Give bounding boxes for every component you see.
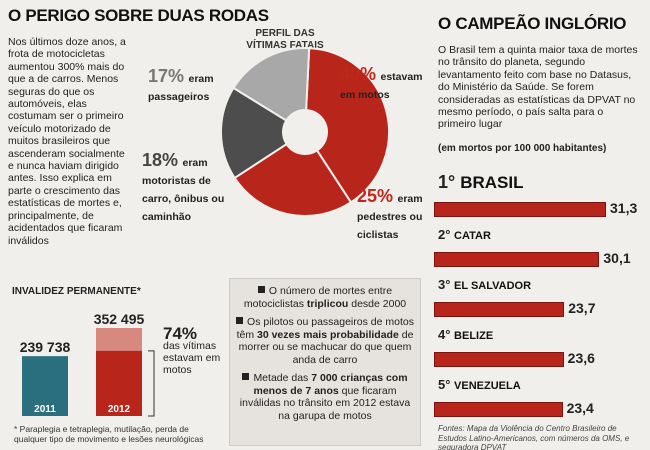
invalidez-footnote: * Paraplegia e tetraplegia, mutilação, p… [14, 424, 204, 444]
facts-box: O número de mortes entre motociclistas t… [229, 278, 421, 446]
pie-ped-txt: eram pedestres ou ciclistas [357, 193, 423, 241]
pie-hole [285, 112, 325, 152]
rank-bar-3 [434, 352, 564, 367]
rank-pos-2: 3° [438, 277, 455, 292]
pie-label-ped: 25% eram pedestres ou ciclistas [357, 186, 437, 243]
pie-label-pas: 17% eram passageiros [148, 66, 220, 105]
rank-bar-2 [434, 302, 565, 317]
rank-bar-1 [434, 252, 600, 267]
rank-value-4: 23,4 [566, 400, 594, 416]
rank-value-2: 23,7 [568, 300, 596, 316]
rank-label-2: 3° EL SALVADOR [438, 276, 531, 294]
invalidez-title: INVALIDEZ PERMANENTE* [12, 286, 141, 297]
left-title: O PERIGO SOBRE DUAS RODAS [8, 6, 269, 25]
rank-value-3: 23,6 [567, 350, 595, 366]
invalidez-annotation: 74% das vítimas estavam em motos [163, 324, 233, 376]
right-title: O CAMPEÃO INGLÓRIO [438, 14, 627, 33]
rank-pos-4: 5° [438, 377, 455, 392]
rank-pos-1: 2° [438, 227, 455, 242]
rank-label-1: 2° CATAR [438, 226, 491, 244]
inv-bar-year-0: 2011 [34, 404, 56, 415]
rank-name-1: CATAR [454, 230, 491, 242]
rank-label-4: 5° VENEZUELA [438, 376, 521, 394]
pie-label-motos: 40% estavam em motos [340, 64, 430, 103]
inv-bar-year-1: 2012 [108, 404, 131, 415]
rank-value-0: 31,3 [610, 200, 638, 216]
pie-ped-pct: 25% [357, 186, 394, 206]
pie-chart [220, 47, 390, 217]
invalidez-pct: 74% [163, 324, 198, 343]
fact-2: Os pilotos ou passageiros de motos têm 3… [236, 316, 414, 366]
rank-name-0: BRASIL [460, 173, 524, 192]
rank-name-2: EL SALVADOR [454, 280, 532, 292]
right-source: Fontes: Mapa da Violência do Centro Bras… [438, 424, 630, 450]
pie-title: PERFIL DAS VÍTIMAS FATAIS [246, 28, 324, 51]
invalidez-chart: 239 738 2011 352 495 2012 [20, 311, 155, 417]
rank-name-3: BELIZE [454, 330, 494, 342]
rank-label-0: 1° BRASIL [438, 172, 524, 193]
ranking-chart: 1° BRASIL 31,3 2° CATAR 30,1 3° EL SALVADOR 2… [432, 170, 647, 420]
inv-bar-0 [22, 356, 68, 416]
pie-label-mot: 18% eram motoristas de carro, ônibus ou … [142, 150, 227, 225]
rank-name-4: VENEZUELA [454, 380, 521, 392]
pie-slice-2 [220, 86, 288, 180]
right-unit: (em mortos por 100 000 habitantes) [438, 143, 607, 154]
invalidez-pct-text: das vítimas estavam em motos [163, 340, 221, 376]
pie-mot-pct: 18% [142, 150, 179, 170]
rank-label-3: 4° BELIZE [438, 326, 493, 344]
rank-pos-0: 1° [438, 172, 461, 192]
inv-bar-share [96, 328, 142, 351]
pie-pas-txt: eram passageiros [148, 73, 214, 103]
rank-pos-3: 4° [438, 327, 455, 342]
pie-slice-1 [233, 142, 353, 217]
inv-bracket [148, 350, 155, 417]
pie-slice-3 [232, 47, 311, 122]
rank-value-1: 30,1 [603, 250, 631, 266]
rank-bar-0 [434, 202, 606, 217]
pie-motos-pct: 40% [340, 64, 377, 84]
pie-motos-txt: estavam em motos [340, 71, 423, 101]
rank-bar-4 [434, 402, 563, 417]
pie-mot-txt: eram motoristas de carro, ônibus ou cami… [142, 157, 225, 223]
fact-3: Metade das 7 000 crianças com menos de 7… [239, 372, 411, 422]
inv-bar-value-0: 239 738 [20, 339, 71, 355]
inv-bar-value-1: 352 495 [94, 311, 145, 327]
pie-pas-pct: 17% [148, 66, 185, 86]
left-text: Nos últimos doze anos, a frota de motoci… [8, 36, 126, 247]
right-text: O Brasil tem a quinta maior taxa de mort… [438, 44, 638, 131]
fact-1: O número de mortes entre motociclistas t… [243, 285, 407, 310]
